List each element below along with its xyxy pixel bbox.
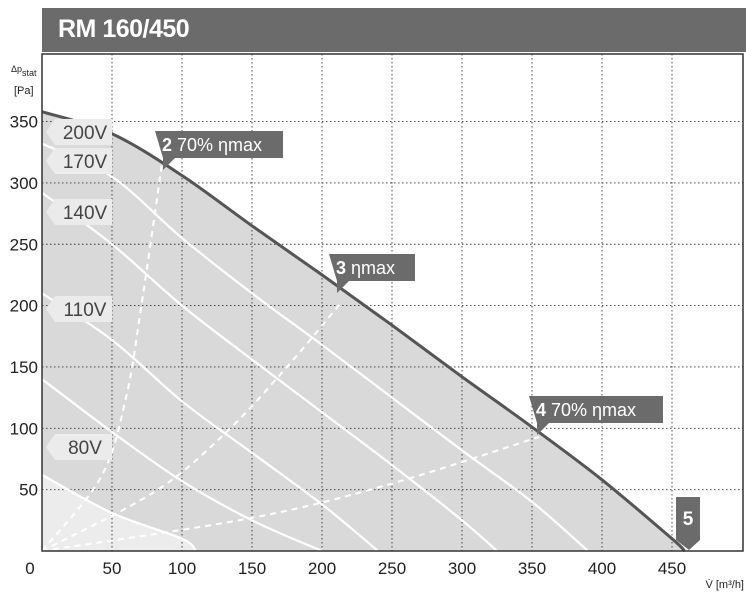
voltage-label: 110V xyxy=(46,296,112,322)
efficiency-label-text: 4 70% ηmax xyxy=(536,400,636,420)
y-tick-label: 250 xyxy=(10,235,38,254)
x-tick-label: 300 xyxy=(448,559,476,578)
voltage-label-tag xyxy=(46,296,112,322)
speed-curve xyxy=(41,378,323,553)
efficiency-label-box xyxy=(155,131,283,170)
x-tick-label: 450 xyxy=(658,559,686,578)
x-tick-label: 200 xyxy=(308,559,336,578)
point-5-text: 5 xyxy=(683,509,694,530)
efficiency-label-number: 2 xyxy=(162,135,177,155)
y-axis-label-sub: stat xyxy=(22,68,37,78)
point-5-label: 5 xyxy=(676,497,700,550)
x-tick-label: 50 xyxy=(103,559,122,578)
voltage-label-text: 200V xyxy=(63,123,108,144)
efficiency-label: 3 ηmax xyxy=(329,254,415,293)
low-speed-area xyxy=(42,474,196,551)
efficiency-label: 2 70% ηmax xyxy=(155,131,283,170)
efficiency-label-box xyxy=(529,396,663,435)
y-tick-label: 350 xyxy=(10,113,38,132)
y-axis-label: Δpstat xyxy=(11,64,37,78)
voltage-label-text: 170V xyxy=(63,152,108,173)
efficiency-label-value: 70% ηmax xyxy=(177,135,262,155)
x-tick-label: 400 xyxy=(588,559,616,578)
efficiency-label-number: 4 xyxy=(536,400,551,420)
x-tick-label: 0 xyxy=(25,559,34,578)
y-tick-label: 300 xyxy=(10,174,38,193)
y-tick-label: 100 xyxy=(10,419,38,438)
voltage-label-text: 110V xyxy=(64,300,107,321)
y-tick-label: 150 xyxy=(10,358,38,377)
chart-title: RM 160/450 xyxy=(58,15,190,43)
efficiency-label: 4 70% ηmax xyxy=(529,396,663,435)
efficiency-label-number: 3 xyxy=(336,258,351,278)
efficiency-line xyxy=(41,435,540,552)
voltage-label-tag xyxy=(46,119,112,145)
voltage-label: 170V xyxy=(46,148,112,174)
x-axis-label: V̇ [m³/h] xyxy=(705,578,744,591)
voltage-label-text: 140V xyxy=(63,203,108,224)
x-tick-label: 150 xyxy=(238,559,266,578)
speed-curve xyxy=(41,191,498,552)
voltage-label: 140V xyxy=(46,199,112,225)
plot-frame xyxy=(41,53,744,552)
efficiency-line xyxy=(41,301,343,552)
x-tick-label: 250 xyxy=(378,559,406,578)
speed-curve xyxy=(41,142,589,552)
x-tick-label: 350 xyxy=(518,559,546,578)
y-tick-label: 50 xyxy=(19,481,38,500)
voltage-label: 80V xyxy=(46,434,112,460)
voltage-label-tag xyxy=(46,148,112,174)
efficiency-label-value: 70% ηmax xyxy=(551,400,636,420)
y-tick-label: 200 xyxy=(10,297,38,316)
efficiency-label-value: ηmax xyxy=(351,258,395,278)
voltage-label-tag xyxy=(46,434,112,460)
efficiency-label-box xyxy=(329,254,415,293)
y-axis-unit: [Pa] xyxy=(14,85,34,97)
point-5-box xyxy=(676,497,700,550)
efficiency-line xyxy=(41,160,164,552)
x-tick-label: 100 xyxy=(168,559,196,578)
voltage-label-text: 80V xyxy=(68,438,102,459)
title-bar: RM 160/450 xyxy=(42,8,746,52)
speed-curve xyxy=(41,473,197,552)
voltage-label-tag xyxy=(46,199,112,225)
voltage-label: 200V xyxy=(46,119,112,145)
efficiency-label-text: 2 70% ηmax xyxy=(162,135,262,155)
efficiency-label-text: 3 ηmax xyxy=(336,258,395,278)
speed-curve xyxy=(41,292,379,552)
